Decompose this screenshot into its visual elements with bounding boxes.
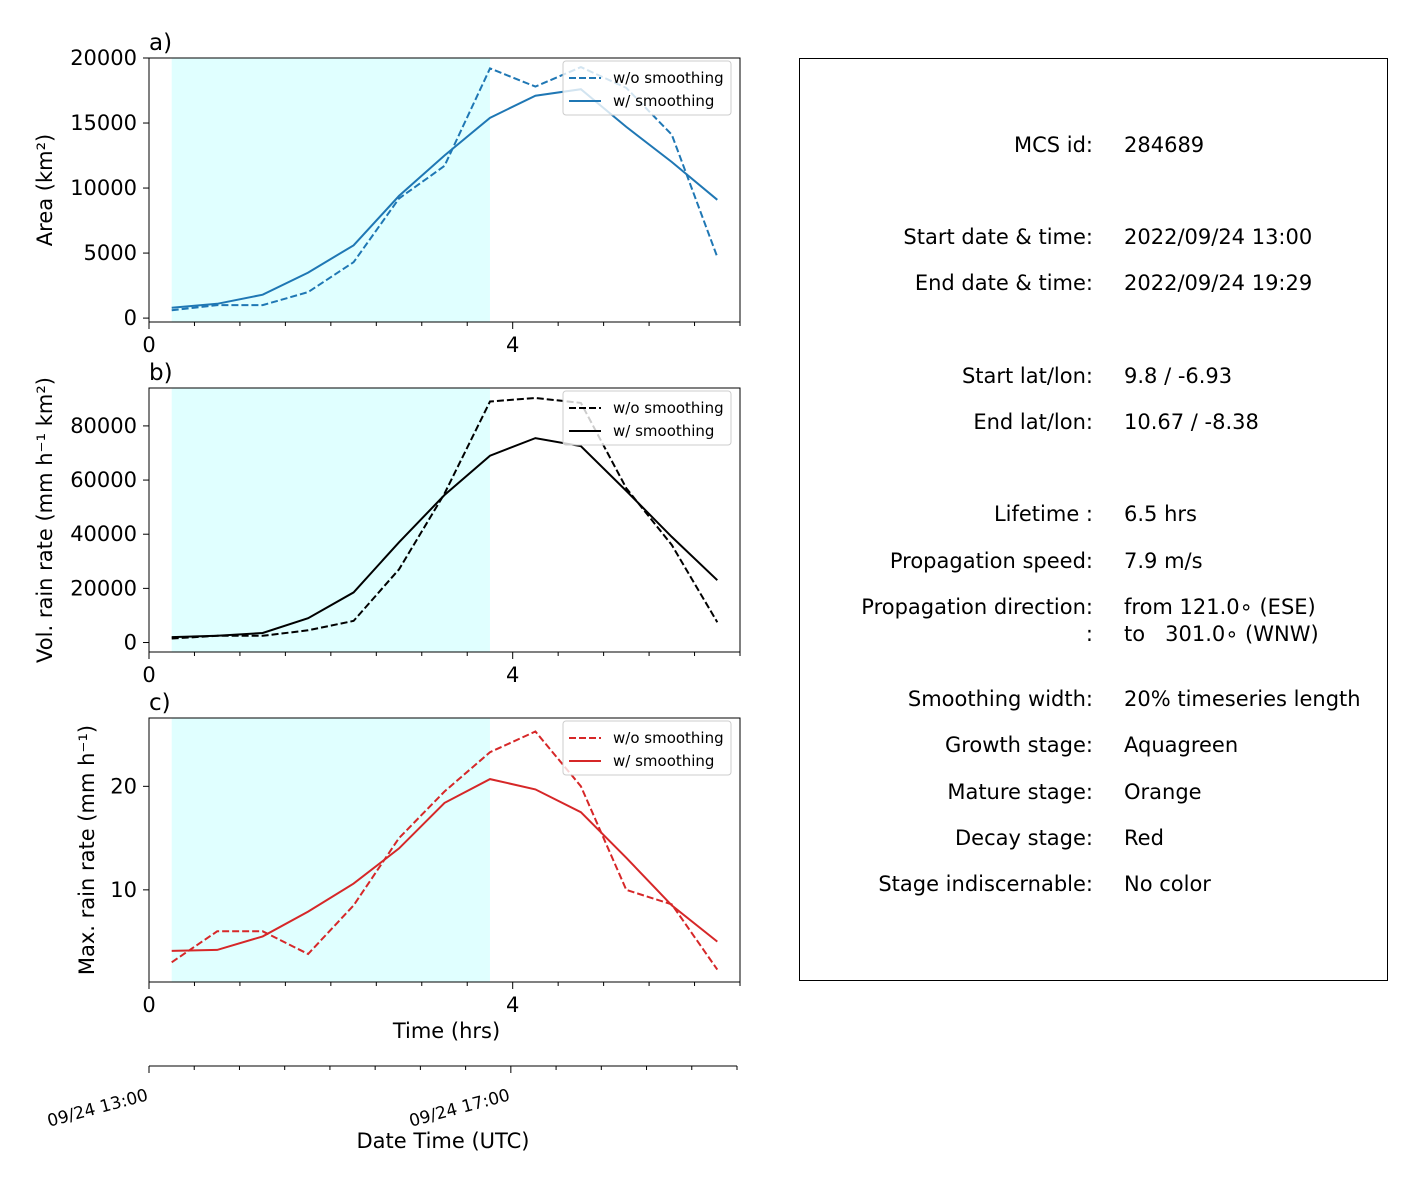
legend-box: [562, 60, 732, 116]
info-key: Mature stage:: [947, 780, 1093, 804]
y-tick-label: 20: [110, 774, 137, 798]
legend-entry: w/ smoothing: [613, 92, 714, 110]
info-value: 6.5 hrs: [1124, 502, 1197, 526]
info-row-end-time: End date & time: 2022/09/24 19:29: [800, 271, 1387, 297]
legend: w/o smoothing w/ smoothing: [562, 720, 732, 776]
mcs-info-box: MCS id: 284689 Start date & time: 2022/0…: [799, 58, 1388, 981]
x-tick-label: 0: [142, 663, 155, 687]
info-key: Propagation speed:: [889, 549, 1093, 573]
info-value: 9.8 / -6.93: [1124, 364, 1233, 388]
info-value: 7.9 m/s: [1124, 549, 1203, 573]
info-value: to 301.0∘ (WNW): [1124, 622, 1319, 646]
legend-box: [562, 720, 732, 776]
y-axis-label: Vol. rain rate (mm h⁻¹ km²): [33, 377, 57, 663]
axes-frame: [148, 717, 741, 983]
info-row-propagation-speed: Propagation speed: 7.9 m/s: [800, 549, 1387, 575]
series-without-smoothing-line: [171, 396, 719, 640]
info-row-propagation-direction-cont: : to 301.0∘ (WNW): [800, 622, 1387, 648]
info-key: Decay stage:: [955, 826, 1093, 850]
series-with-smoothing-line: [171, 778, 718, 952]
axes-frame: [148, 387, 741, 653]
y-tick-label: 0: [124, 306, 137, 330]
info-row-propagation-direction: Propagation direction: from 121.0∘ (ESE): [800, 595, 1387, 621]
y-tick-label: 10: [110, 878, 137, 902]
info-row-lifetime: Lifetime : 6.5 hrs: [800, 502, 1387, 528]
info-value: 2022/09/24 19:29: [1124, 271, 1313, 295]
panel-label: a): [149, 30, 172, 56]
info-value: 2022/09/24 13:00: [1124, 225, 1313, 249]
info-value: Red: [1124, 826, 1164, 850]
legend-entry: w/o smoothing: [613, 399, 724, 417]
legend-entry: w/ smoothing: [613, 752, 714, 770]
x-tick-label: 4: [506, 663, 519, 687]
info-key: Start date & time:: [903, 225, 1093, 249]
info-key: MCS id:: [1013, 133, 1093, 157]
x-axis-label: Time (hrs): [392, 1019, 500, 1043]
datetime-tick-label: 09/24 13:00: [45, 1086, 150, 1132]
legend: w/o smoothing w/ smoothing: [562, 390, 732, 446]
info-row-decay-stage: Decay stage: Red: [800, 826, 1387, 852]
info-value: from 121.0∘ (ESE): [1124, 595, 1316, 619]
info-row-start-time: Start date & time: 2022/09/24 13:00: [800, 225, 1387, 251]
y-axis-label: Area (km²): [33, 134, 57, 246]
legend-entry: w/o smoothing: [613, 69, 724, 87]
x-tick-label: 0: [142, 333, 155, 357]
series-with-smoothing-line: [171, 437, 718, 639]
info-key: Propagation direction:: [861, 595, 1093, 619]
info-row-end-latlon: End lat/lon: 10.67 / -8.38: [800, 410, 1387, 436]
info-row-start-latlon: Start lat/lon: 9.8 / -6.93: [800, 364, 1387, 390]
series-with-smoothing-line: [171, 88, 718, 309]
y-tick-label: 0: [124, 631, 137, 655]
info-value: 10.67 / -8.38: [1124, 410, 1259, 434]
y-tick-label: 80000: [70, 414, 137, 438]
growth-stage-shading: [171, 718, 490, 982]
x-tick-label: 4: [506, 993, 519, 1017]
y-axis-label: Max. rain rate (mm h⁻¹): [75, 725, 99, 975]
info-key: Lifetime :: [993, 502, 1093, 526]
info-row-growth-stage: Growth stage: Aquagreen: [800, 733, 1387, 759]
info-key: End date & time:: [914, 271, 1093, 295]
axes-frame: [148, 57, 741, 323]
x-tick-label: 0: [142, 993, 155, 1017]
info-key: Growth stage:: [944, 733, 1093, 757]
y-tick-label: 20000: [70, 576, 137, 600]
series-without-smoothing-line: [171, 730, 719, 971]
info-row-smoothing-width: Smoothing width: 20% timeseries length: [800, 687, 1387, 713]
info-value: Orange: [1124, 780, 1202, 804]
datetime-tick-label: 09/24 17:00: [407, 1086, 512, 1132]
y-tick-label: 40000: [70, 522, 137, 546]
panel-c: 10 20 0 4 c) Max. rain rate (mm h⁻¹) Time (hrs…: [75, 690, 741, 1043]
info-value: 20% timeseries length: [1124, 687, 1361, 711]
x-tick-label: 4: [506, 333, 519, 357]
info-key: End lat/lon:: [973, 410, 1093, 434]
growth-stage-shading: [171, 388, 490, 652]
info-row-mature-stage: Mature stage: Orange: [800, 780, 1387, 806]
panel-label: c): [149, 690, 171, 716]
info-value: 284689: [1124, 133, 1205, 157]
panel-a: 0 5000 10000 15000 20000 0 4 a) Area (km²) w/o sm…: [33, 30, 741, 357]
y-tick-label: 20000: [70, 46, 137, 70]
info-row-stage-indiscernable: Stage indiscernable: No color: [800, 872, 1387, 898]
legend-box: [562, 390, 732, 446]
legend: w/o smoothing w/ smoothing: [562, 60, 732, 116]
legend-entry: w/ smoothing: [613, 422, 714, 440]
datetime-axis-label: Date Time (UTC): [357, 1129, 530, 1153]
panel-label: b): [149, 360, 173, 386]
growth-stage-shading: [171, 58, 490, 322]
y-tick-label: 15000: [70, 111, 137, 135]
legend-entry: w/o smoothing: [613, 729, 724, 747]
info-key: Stage indiscernable:: [878, 872, 1093, 896]
info-key: Smoothing width:: [907, 687, 1093, 711]
y-tick-label: 10000: [70, 176, 137, 200]
info-value: No color: [1124, 872, 1211, 896]
info-row-mcs-id: MCS id: 284689: [800, 133, 1387, 159]
y-tick-label: 5000: [84, 241, 137, 265]
y-tick-label: 60000: [70, 468, 137, 492]
info-key: :: [1085, 622, 1093, 646]
panel-b: 0 20000 40000 60000 80000 0 4 b) Vol. rain rate …: [33, 360, 741, 687]
info-value: Aquagreen: [1124, 733, 1239, 757]
info-key: Start lat/lon:: [961, 364, 1093, 388]
